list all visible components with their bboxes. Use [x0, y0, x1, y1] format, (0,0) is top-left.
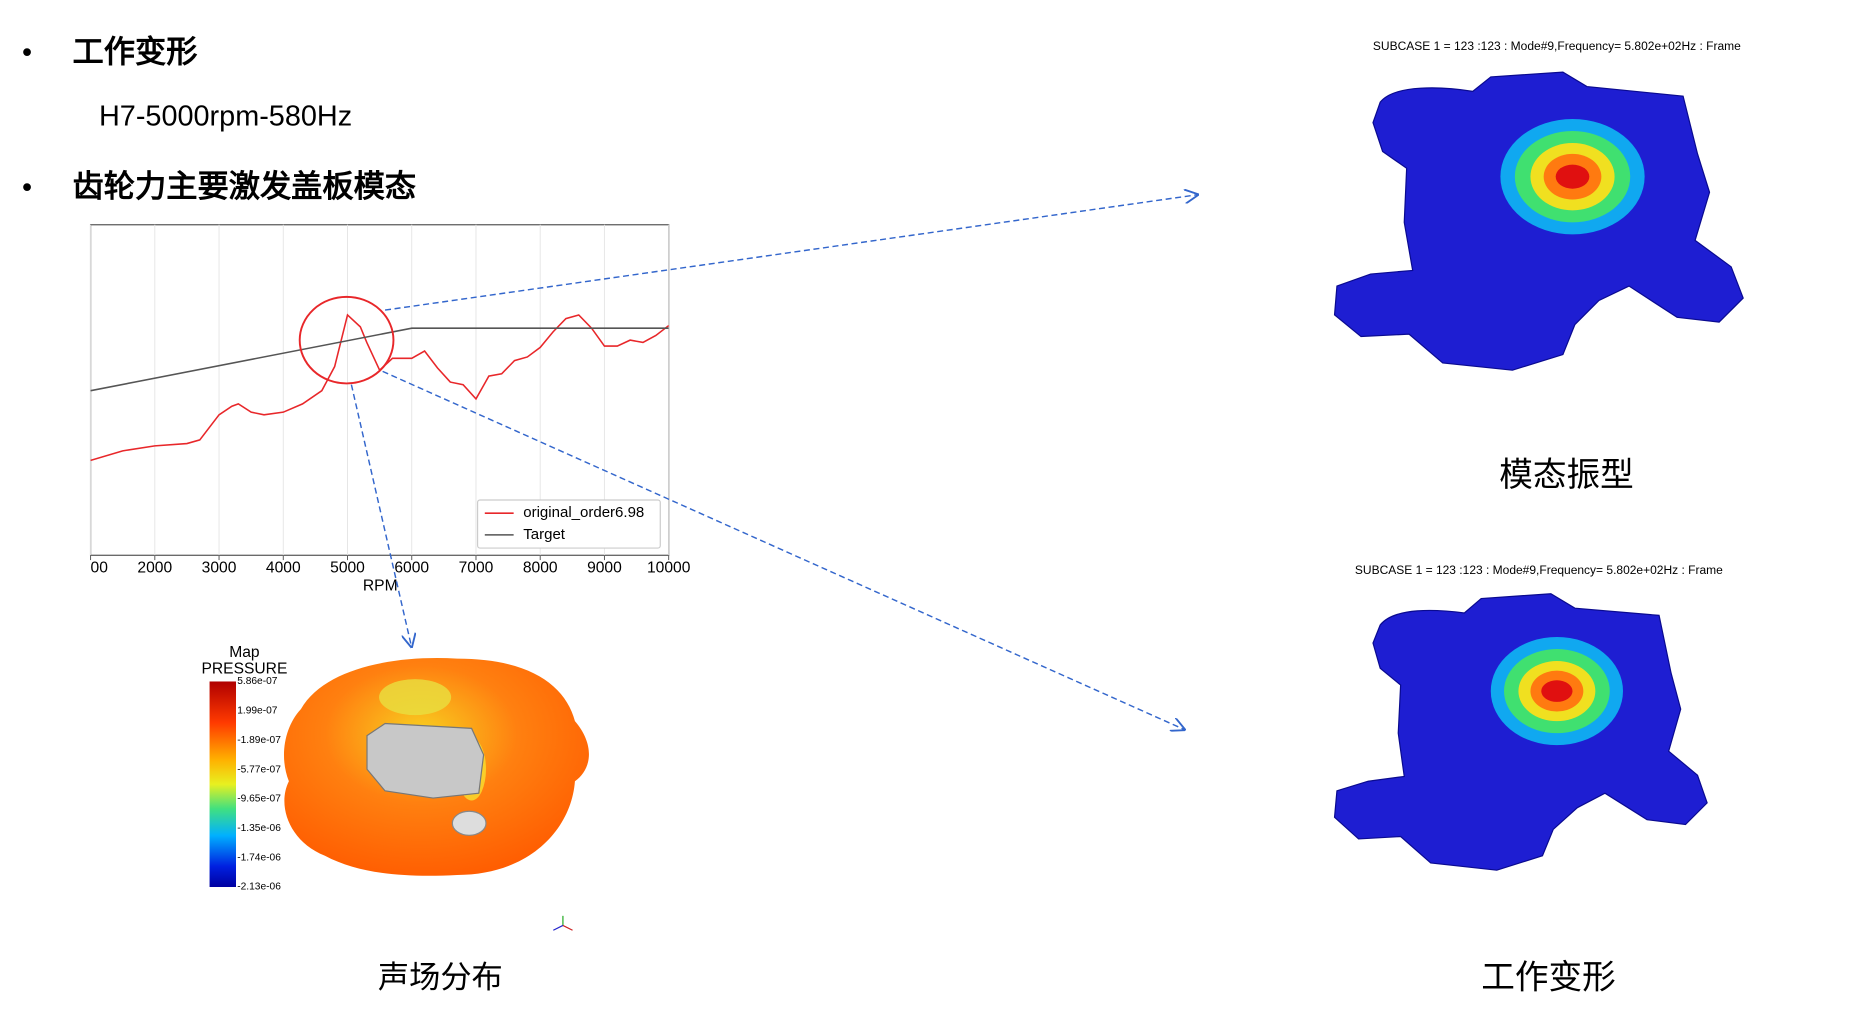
- legend-label: original_order6.98: [523, 504, 644, 521]
- colorbar-label: -1.35e-06: [237, 823, 281, 834]
- x-tick-label: 7000: [459, 560, 494, 577]
- highlight-circle: [298, 295, 395, 385]
- colorbar-label: -1.89e-07: [237, 735, 281, 746]
- x-tick-label: 9000: [587, 560, 622, 577]
- legend-title: PRESSURE: [201, 661, 287, 678]
- legend-label: Target: [523, 526, 566, 543]
- colorbar-label: 1.99e-07: [237, 706, 278, 717]
- gearbox-model: [366, 722, 485, 799]
- mode-panel: SUBCASE 1 = 123 :123 : Mode#9,Frequency=…: [1333, 39, 1744, 494]
- x-ticks: 1000 2000 3000 4000 5000 6000 7000 8000 9000 1000…: [73, 560, 691, 577]
- series-line: [90, 313, 670, 462]
- caption: 模态振型: [1499, 455, 1634, 494]
- series-group: [90, 313, 670, 462]
- panel-header: SUBCASE 1 = 123 :123 : Mode#9,Frequency=…: [1355, 563, 1723, 577]
- arrow: [382, 370, 1185, 729]
- sub-item: H7-5000rpm-580Hz: [99, 100, 352, 132]
- x-tick-label: 2000: [137, 560, 172, 577]
- bullet-text: 工作变形: [73, 35, 198, 71]
- chart: 1000 2000 3000 4000 5000 6000 7000 8000 9000 1000…: [73, 224, 691, 595]
- x-tick-label: 6000: [394, 560, 429, 577]
- x-tick-label: 5000: [330, 560, 365, 577]
- grid: [90, 224, 670, 561]
- contour: [1555, 164, 1590, 189]
- bullet-text: 齿轮力主要激发盖板模态: [73, 169, 417, 205]
- colorbar: [209, 681, 237, 888]
- legend: original_order6.98 Target: [476, 499, 661, 549]
- x-tick-label: 1000: [73, 560, 108, 577]
- caption: 声场分布: [378, 960, 503, 996]
- series-line: [90, 327, 669, 392]
- bullet-dot: •: [22, 171, 32, 203]
- colorbar-labels: 5.86e-07 1.99e-07 -1.89e-07 -5.77e-07 -9.65e…: [237, 676, 281, 893]
- legend-box: [476, 499, 661, 549]
- arrow: [350, 384, 411, 647]
- colorbar-label: -2.13e-06: [237, 882, 281, 893]
- colorbar-label: 5.86e-07: [237, 676, 278, 687]
- gearbox-part: [451, 810, 487, 836]
- bullet-dot: •: [22, 37, 32, 69]
- x-tick-label: 10000: [647, 560, 691, 577]
- colorbar-label: -5.77e-07: [237, 764, 281, 775]
- x-tick-label: 8000: [523, 560, 558, 577]
- x-axis-label: RPM: [363, 578, 398, 595]
- odv-panel: SUBCASE 1 = 123 :123 : Mode#9,Frequency=…: [1333, 563, 1723, 997]
- colorbar-label: -1.74e-06: [237, 852, 281, 863]
- x-tick-label: 3000: [202, 560, 237, 577]
- arrow: [384, 195, 1197, 311]
- legend-title: Map: [229, 644, 260, 661]
- axis-triad: [562, 924, 573, 931]
- caption: 工作变形: [1481, 958, 1616, 997]
- contour: [1541, 680, 1573, 702]
- colorbar-label: -9.65e-07: [237, 794, 281, 805]
- axis-triad: [553, 924, 564, 931]
- acoustic-panel: Map PRESSURE 5.86e-07 1.99e-07 -1.89e-07 -5…: [201, 644, 589, 996]
- panel-header: SUBCASE 1 = 123 :123 : Mode#9,Frequency=…: [1373, 39, 1741, 53]
- field-spot: [379, 679, 452, 716]
- x-tick-label: 4000: [266, 560, 301, 577]
